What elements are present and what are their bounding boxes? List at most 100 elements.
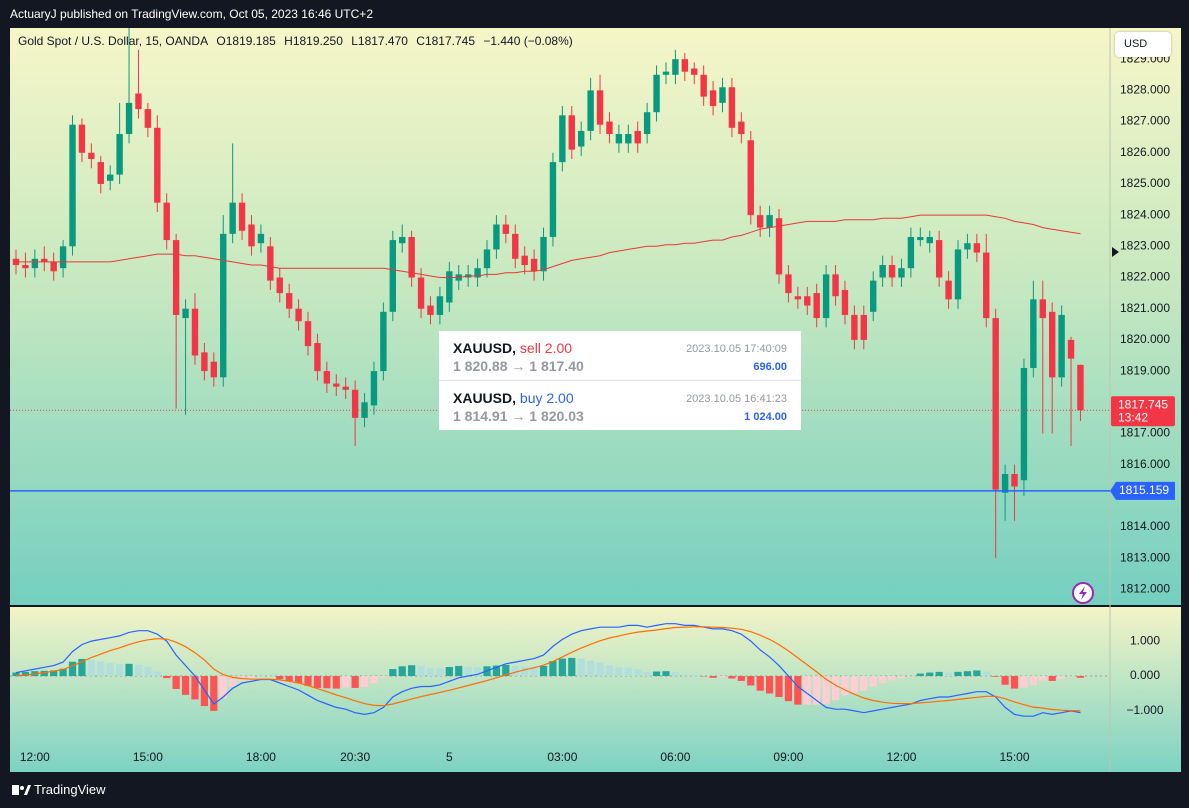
candle-body: [954, 249, 962, 300]
candle-body: [521, 255, 528, 266]
candle-body: [926, 236, 933, 244]
histogram-bar: [144, 666, 152, 677]
histogram-bar: [502, 664, 510, 677]
candle-body: [380, 311, 387, 372]
histogram-bar: [728, 676, 736, 679]
histogram-bar: [492, 665, 501, 677]
histogram-bar: [172, 676, 180, 689]
candle-body: [596, 90, 604, 125]
candle-body: [568, 115, 575, 150]
histogram-bar: [897, 676, 906, 679]
candle-body: [285, 293, 293, 309]
x-tick-label: 18:00: [246, 750, 276, 764]
histogram-bar: [417, 665, 425, 677]
histogram-bar: [12, 672, 20, 677]
trade-side: buy 2.00: [519, 390, 574, 406]
histogram-bar: [1039, 676, 1047, 681]
candle-body: [304, 321, 312, 347]
order-label-box: [1110, 481, 1175, 500]
candle-body: [229, 202, 236, 234]
candle-body: [22, 265, 29, 269]
histogram-bar: [473, 667, 482, 677]
histogram-bar: [813, 676, 821, 705]
candle-body: [59, 246, 67, 269]
x-tick-label: 20:30: [340, 750, 370, 764]
candle-body: [1058, 314, 1065, 378]
candle-body: [935, 240, 943, 278]
histogram-bar: [558, 658, 566, 677]
histogram-bar: [530, 666, 538, 677]
candle-body: [530, 258, 538, 272]
candle-body: [267, 246, 274, 281]
candle-body: [107, 174, 114, 181]
histogram-bar: [794, 676, 802, 705]
candle-body: [502, 224, 510, 234]
candle-body: [210, 361, 218, 378]
histogram-bar: [87, 659, 95, 677]
candle-body: [888, 265, 896, 278]
histogram-bar: [879, 676, 887, 684]
histogram-bar: [926, 672, 934, 677]
candle-body: [983, 252, 990, 319]
x-tick-label: 12:00: [20, 750, 50, 764]
candle-body: [634, 130, 641, 144]
histogram-bar: [134, 664, 143, 677]
candle-body: [841, 289, 849, 315]
candle-body: [31, 258, 39, 269]
order-label: 1815.159: [1119, 483, 1169, 497]
trade-symbol: XAUUSD,: [453, 390, 517, 406]
candle-body: [248, 224, 255, 247]
histogram-bar: [963, 671, 972, 677]
candle-body: [822, 274, 830, 319]
currency-button[interactable]: USD: [1115, 32, 1171, 57]
histogram-bar: [577, 658, 585, 677]
histogram-bar: [1076, 676, 1085, 678]
histogram-bar: [982, 671, 990, 677]
y-tick-label: 1817.000: [1120, 426, 1170, 440]
histogram-bar: [106, 663, 114, 677]
histogram-bar: [747, 676, 755, 686]
candle-body: [88, 152, 95, 159]
histogram-bar: [59, 668, 67, 677]
x-tick-label: 03:00: [547, 750, 577, 764]
candle-body: [389, 240, 396, 312]
x-tick-label: 5: [446, 750, 453, 764]
histogram-bar: [605, 665, 614, 677]
candle-body: [1067, 339, 1075, 359]
histogram-bar: [1020, 676, 1028, 688]
candle-body: [125, 102, 133, 135]
candle-body: [643, 112, 651, 135]
y-tick-label: 1822.000: [1120, 270, 1170, 284]
y-tick-label: 1814.000: [1120, 519, 1170, 533]
histogram-bar: [718, 676, 727, 678]
y-tick-label: 1824.000: [1120, 207, 1170, 221]
y-tick-label: 1812.000: [1120, 582, 1170, 596]
symbol: Gold Spot / U.S. Dollar, 15, OANDA: [18, 34, 209, 48]
trade-header: XAUUSD, buy 2.00: [453, 390, 574, 406]
candle-body: [964, 243, 971, 250]
histogram-bar: [860, 676, 868, 691]
histogram-bar: [21, 671, 30, 677]
candle-body: [333, 383, 340, 387]
y-tick-label: 1813.000: [1120, 550, 1170, 564]
candle-body: [794, 296, 802, 300]
histogram-bar: [40, 670, 48, 677]
candle-body: [851, 314, 858, 340]
histogram-bar: [181, 676, 190, 695]
macd-line: [15, 623, 1081, 717]
histogram-bar: [784, 676, 793, 702]
histogram-bar: [888, 676, 896, 681]
candle-body: [154, 127, 161, 203]
histogram-bar: [1029, 676, 1037, 686]
histogram-bar: [445, 666, 453, 677]
trade-header: XAUUSD, sell 2.00: [453, 340, 572, 356]
signal-line: [15, 626, 1081, 712]
candle-body: [41, 258, 48, 262]
histogram-bar: [78, 658, 86, 677]
ohlc-close: C1817.745: [416, 34, 476, 48]
countdown-label: 13:42: [1118, 410, 1148, 424]
change: −1.440 (−0.08%): [483, 34, 573, 48]
histogram-bar: [351, 676, 359, 688]
candle-body: [1039, 299, 1046, 319]
histogram-bar: [398, 666, 406, 677]
